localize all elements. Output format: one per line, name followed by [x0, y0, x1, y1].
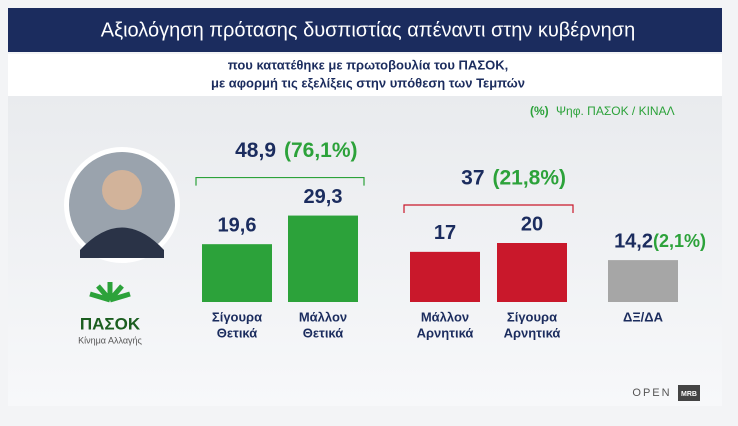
party-name: ΠΑΣΟΚ	[80, 314, 141, 333]
header	[8, 8, 722, 52]
category-label: ΔΞ/ΔΑ	[623, 309, 664, 324]
bar	[410, 251, 480, 302]
pollster-box	[678, 385, 700, 401]
category-label: Σίγουρα	[507, 309, 557, 324]
value-label: 19,6	[218, 214, 257, 236]
category-label: Αρνητικά	[417, 325, 474, 340]
share-label: (2,1%)	[653, 231, 706, 251]
subtitle: που κατατέθηκε με πρωτοβουλία του ΠΑΣΟΚ,	[228, 57, 508, 72]
category-label: Μάλλον	[421, 309, 469, 324]
subtitle: με αφορμή τις εξελίξεις στην υπόθεση των…	[211, 75, 525, 90]
bar	[202, 244, 272, 302]
value-label: 14,2	[614, 230, 653, 252]
title: Αξιολόγηση πρότασης δυσπιστίας απέναντι …	[101, 19, 635, 41]
group-share: (21,8%)	[493, 167, 567, 190]
value-label: 20	[521, 213, 543, 235]
group-bracket	[195, 176, 365, 186]
category-label: Σίγουρα	[212, 309, 262, 324]
category-label: Μάλλον	[299, 309, 347, 324]
photo-face	[102, 170, 142, 210]
legend-text: Ψηφ. ΠΑΣΟΚ / ΚΙΝΑΛ	[556, 104, 675, 118]
category-label: Θετικά	[217, 325, 258, 340]
party-logo	[89, 282, 131, 303]
broadcaster: OPEN	[632, 387, 671, 399]
photo-suit	[80, 227, 164, 258]
bar	[608, 260, 678, 302]
value-label: 17	[434, 222, 456, 244]
pollster: MRB	[681, 391, 697, 398]
bar	[497, 243, 567, 302]
group-share: (76,1%)	[284, 139, 358, 162]
category-label: Θετικά	[303, 325, 344, 340]
group-total: 37	[461, 167, 484, 190]
subtitle-box	[8, 54, 722, 96]
group-bracket	[403, 204, 574, 213]
party-tagline: Κίνημα Αλλαγής	[78, 335, 142, 345]
group-total: 48,9	[235, 139, 276, 162]
bar	[288, 215, 358, 302]
legend-marker: (%)	[530, 104, 549, 118]
value-label: 29,3	[304, 186, 343, 208]
category-label: Αρνητικά	[504, 325, 561, 340]
